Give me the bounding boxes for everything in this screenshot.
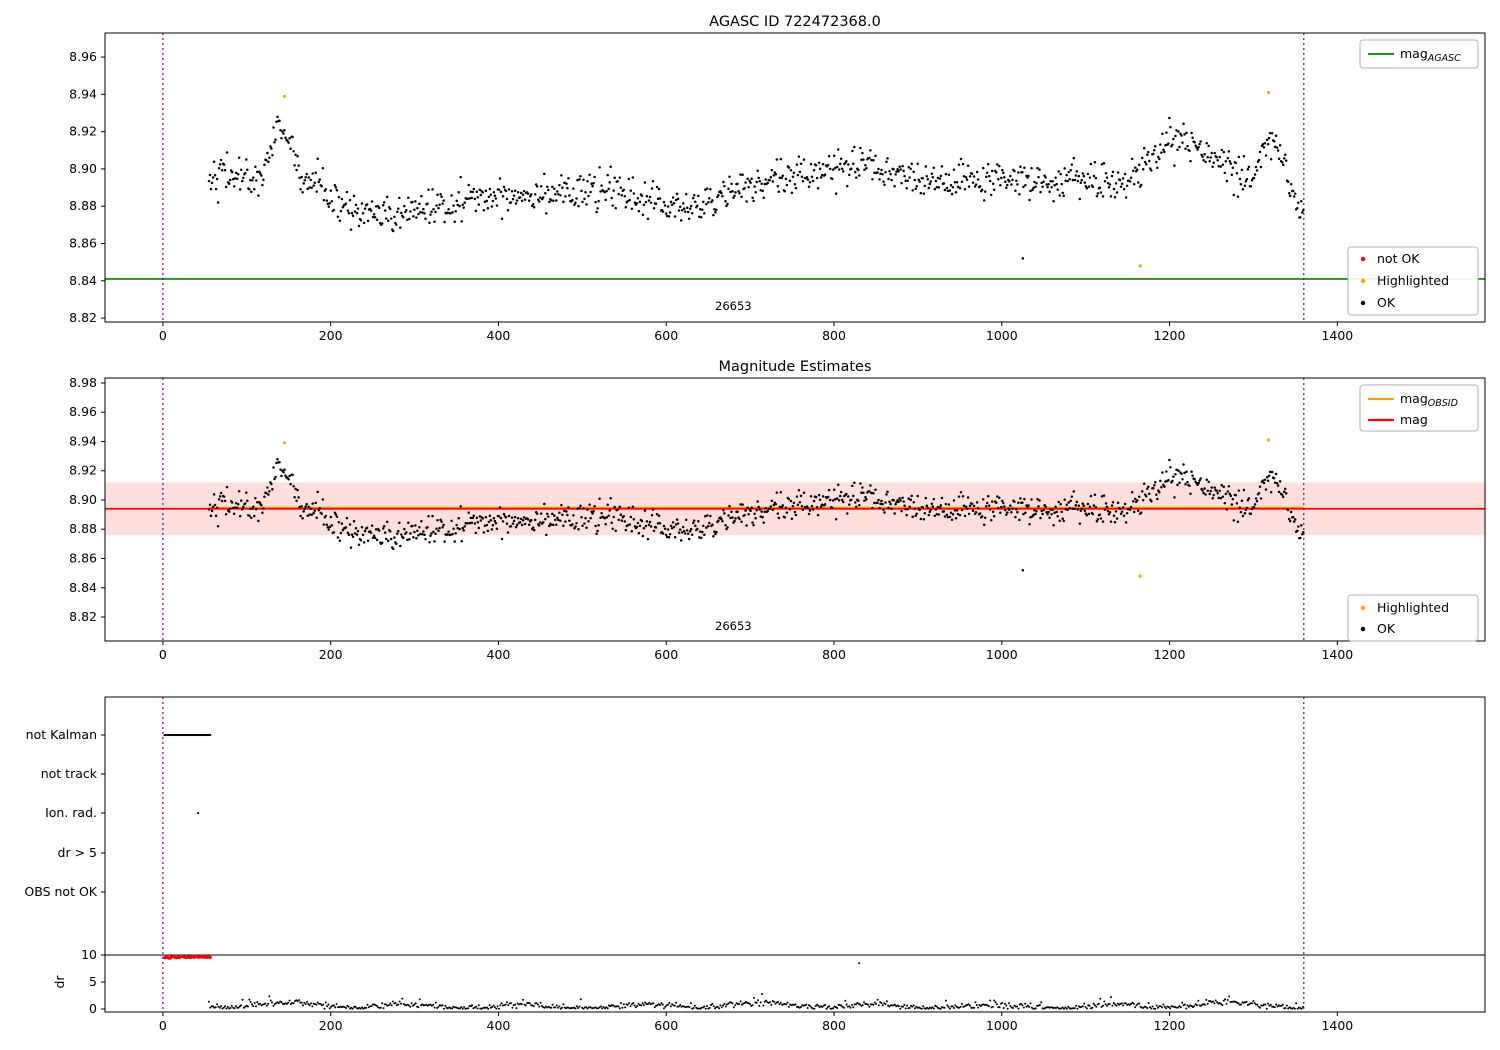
flag-tick-label: not track [41,766,98,781]
x-tick-label: 0 [159,1018,167,1033]
axes-frame [104,696,1486,1013]
legend-label: magAGASC [1400,46,1461,64]
legend-label: OK [1377,295,1396,310]
x-tick-label: 600 [654,1018,678,1033]
flag-tick-label: dr > 5 [58,845,97,860]
legend-box [1347,246,1479,316]
x-tick-label: 600 [654,328,678,343]
top-plot-title: AGASC ID 722472368.0 [709,14,881,30]
middle-plot: 8.82 8.84 8.86 8.88 8.90 8.92 8.94 8.96 8.98 0 200… [69,375,1486,662]
legend-label: Highlighted [1377,600,1449,615]
x-tick-label: 800 [822,647,846,662]
axes-frame [104,32,1486,323]
x-tick-label: 1000 [986,328,1018,343]
dr-clipped-scatter [163,954,212,960]
x-tick-label: 800 [822,1018,846,1033]
x-tick-label: 1400 [1321,328,1353,343]
y-tick-label: 8.84 [69,580,97,595]
legend-label: not OK [1377,251,1420,266]
x-tick-label: 800 [822,328,846,343]
x-tick-label: 1400 [1321,1018,1353,1033]
legend-box [1347,594,1479,642]
legend-marker [1360,300,1366,306]
y-tick-label: 8.82 [69,609,97,624]
y-tick-label: 8.86 [69,236,97,251]
x-tick-label: 400 [487,328,511,343]
flag-scatter [163,733,212,815]
y-tick-label: 8.90 [69,492,97,507]
legend-marker [1360,605,1366,611]
ok-scatter [207,457,1305,572]
flag-tick-label: not Kalman [26,727,97,742]
legend-label: magOBSID [1400,391,1458,409]
axes-frame [104,377,1486,642]
dr-scatter [208,962,1304,1010]
highlighted-scatter [282,90,1271,268]
x-tick-label: 600 [654,647,678,662]
x-tick-label: 200 [319,647,343,662]
dr-tick-label: 5 [89,974,97,989]
y-tick-label: 8.96 [69,404,97,419]
x-tick-label: 400 [487,647,511,662]
x-tick-label: 200 [319,1018,343,1033]
y-tick-label: 8.88 [69,198,97,213]
y-tick-label: 8.90 [69,161,97,176]
ok-scatter [207,115,1305,260]
dr-axis-label: dr [52,975,67,989]
x-tick-label: 400 [487,1018,511,1033]
middle-plot-title: Magnitude Estimates [718,359,871,375]
dr-tick-label: 10 [81,947,97,962]
y-tick-label: 8.96 [69,49,97,64]
x-tick-label: 1200 [1154,647,1186,662]
flag-tick-label: OBS not OK [24,884,97,899]
highlighted-scatter [282,438,1271,578]
bottom-plot: 0 200 400 600 800 1000 1200 1400 not Kalman not t… [24,696,1486,1033]
y-tick-label: 8.92 [69,463,97,478]
x-tick-label: 0 [159,647,167,662]
x-tick-label: 1200 [1154,1018,1186,1033]
legend-marker [1360,278,1366,284]
y-tick-label: 8.88 [69,521,97,536]
x-tick-label: 1400 [1321,647,1353,662]
x-tick-label: 200 [319,328,343,343]
legend-label: mag [1400,412,1428,427]
top-plot: 8.82 8.84 8.86 8.88 8.90 8.92 8.94 8.96 0 200 400 6… [69,32,1486,343]
y-tick-label: 8.84 [69,273,97,288]
x-tick-label: 0 [159,328,167,343]
y-tick-label: 8.94 [69,86,97,101]
flag-tick-label: Ion. rad. [45,805,97,820]
obsid-label: 26653 [715,299,752,313]
y-tick-label: 8.86 [69,551,97,566]
obsid-label: 26653 [715,619,752,633]
legend-marker [1360,256,1366,262]
legend-marker [1360,626,1366,632]
x-tick-label: 1000 [986,647,1018,662]
y-tick-label: 8.98 [69,375,97,390]
legend-label: Highlighted [1377,273,1449,288]
y-tick-label: 8.92 [69,124,97,139]
y-tick-label: 8.82 [69,310,97,325]
y-tick-label: 8.94 [69,433,97,448]
legend-box [1359,39,1479,69]
dr-tick-label: 0 [89,1001,97,1016]
x-tick-label: 1200 [1154,328,1186,343]
x-tick-label: 1000 [986,1018,1018,1033]
legend-label: OK [1377,621,1396,636]
